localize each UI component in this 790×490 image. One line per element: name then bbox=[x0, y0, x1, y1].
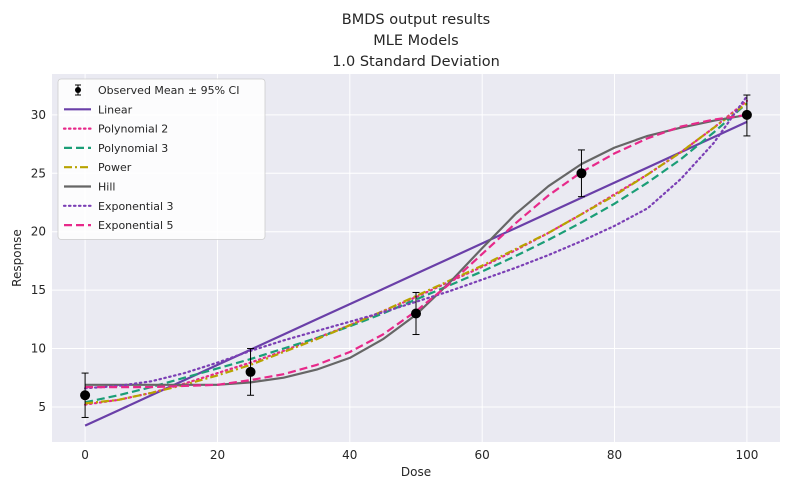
legend: Observed Mean ± 95% CI Linear Polynomial 2… bbox=[57, 78, 266, 240]
x-tick-label: 100 bbox=[735, 448, 758, 462]
tick-labels: 0 20 40 60 80 100 5 10 15 20 25 30 bbox=[31, 108, 759, 462]
series-line-polynomial-3 bbox=[84, 102, 748, 404]
chart-title-line-1: BMDS output results bbox=[342, 12, 490, 28]
y-tick-label: 30 bbox=[31, 108, 46, 122]
observed-mean-point bbox=[80, 390, 91, 401]
observed-mean-point bbox=[411, 308, 421, 319]
legend-label: Polynomial 3 bbox=[98, 142, 168, 155]
observed-mean-point bbox=[245, 366, 256, 377]
y-tick-label: 5 bbox=[38, 400, 46, 414]
y-tick-label: 10 bbox=[31, 342, 46, 356]
grid-lines bbox=[52, 74, 780, 442]
y-axis-label: Response bbox=[10, 229, 24, 287]
series-line-exponential-5 bbox=[85, 113, 748, 389]
legend-label: Linear bbox=[98, 103, 133, 116]
chart-title-line-3: 1.0 Standard Deviation bbox=[332, 54, 500, 70]
x-tick-label: 20 bbox=[210, 448, 225, 462]
x-tick-label: 60 bbox=[475, 448, 490, 462]
observed-mean-point bbox=[741, 109, 752, 120]
observed-mean-point bbox=[576, 168, 587, 179]
y-tick-label: 25 bbox=[31, 166, 46, 180]
observed-points bbox=[80, 94, 752, 418]
x-tick-label: 0 bbox=[81, 448, 89, 462]
legend-label: Polynomial 2 bbox=[98, 123, 168, 136]
x-axis-label: Dose bbox=[401, 465, 431, 479]
legend-marker-icon bbox=[75, 87, 81, 93]
series-line-exponential-3 bbox=[84, 95, 748, 390]
y-tick-label: 20 bbox=[31, 225, 46, 239]
legend-label: Exponential 5 bbox=[98, 219, 174, 232]
y-tick-label: 15 bbox=[31, 283, 46, 297]
chart-title-line-2: MLE Models bbox=[373, 33, 458, 49]
series-line-power bbox=[84, 102, 748, 405]
legend-label: Power bbox=[98, 161, 132, 174]
x-tick-label: 80 bbox=[607, 448, 622, 462]
legend-box bbox=[57, 78, 266, 240]
legend-label-observed: Observed Mean ± 95% CI bbox=[98, 84, 239, 97]
legend-label: Exponential 3 bbox=[98, 200, 174, 213]
x-tick-label: 40 bbox=[342, 448, 357, 462]
legend-label: Hill bbox=[98, 181, 115, 194]
